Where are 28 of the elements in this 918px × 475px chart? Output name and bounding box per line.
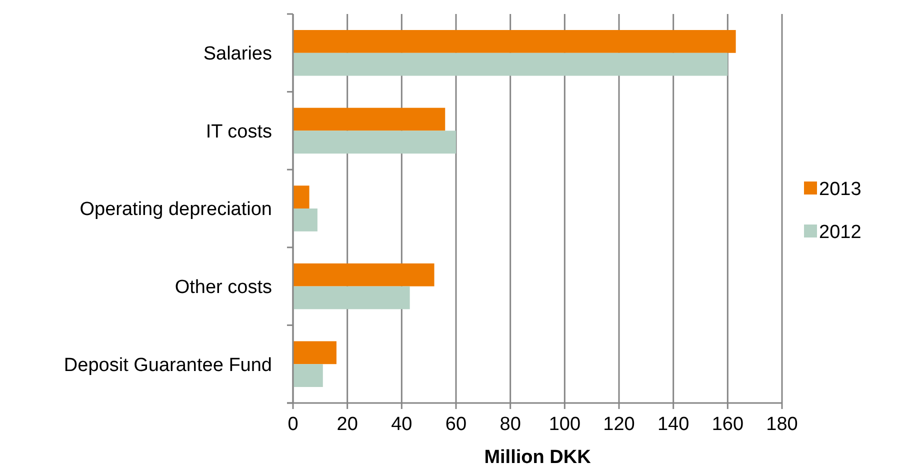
bar xyxy=(293,364,323,387)
y-tick-label: Other costs xyxy=(174,276,272,298)
bar xyxy=(293,263,434,286)
y-tick-label: Deposit Guarantee Fund xyxy=(64,354,272,376)
bar xyxy=(293,186,310,208)
y-tick-label: Salaries xyxy=(203,44,272,65)
y-tick-label: IT costs xyxy=(206,121,272,142)
x-tick-label: 160 xyxy=(712,414,744,435)
legend-label: 2012 xyxy=(819,222,862,244)
x-tick-label: 40 xyxy=(391,414,412,435)
y-tick-label: Operating depreciation xyxy=(80,199,272,220)
bar xyxy=(293,341,336,364)
bar xyxy=(293,286,410,310)
bar xyxy=(293,52,728,76)
x-tick-label: 120 xyxy=(603,414,635,435)
x-tick-label: 20 xyxy=(336,414,358,435)
x-tick-label: 100 xyxy=(548,414,581,435)
bar xyxy=(293,130,456,154)
bar xyxy=(293,30,736,53)
legend-label: 2013 xyxy=(819,179,862,200)
x-tick-label: 80 xyxy=(500,414,521,435)
bar xyxy=(293,208,318,232)
x-tick-label: 140 xyxy=(657,414,690,435)
bar xyxy=(293,108,446,131)
x-tick-label: 0 xyxy=(288,414,298,435)
x-tick-label: 60 xyxy=(445,414,467,435)
x-axis-title: Million DKK xyxy=(484,447,592,468)
x-tick-label: 180 xyxy=(766,414,798,435)
